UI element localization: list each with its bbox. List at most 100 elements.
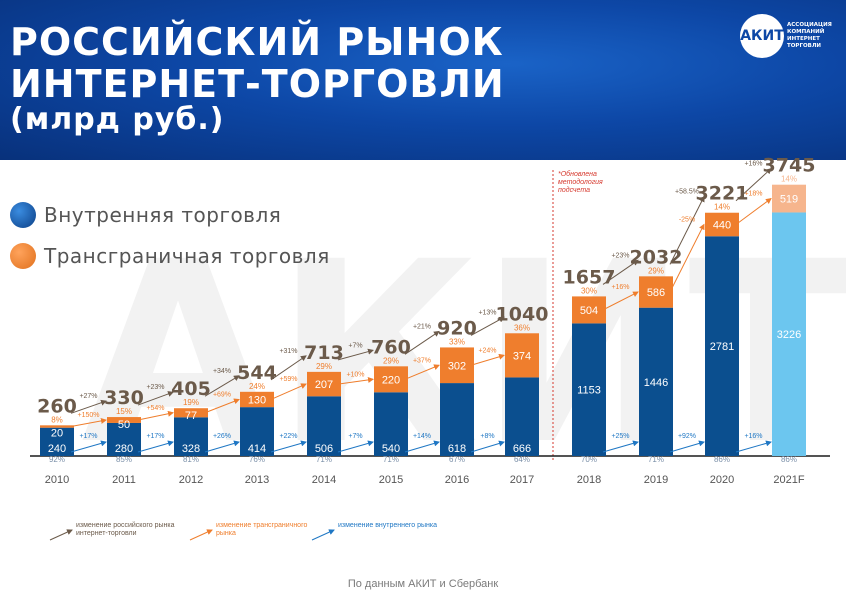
domestic-value-label: 414 bbox=[248, 443, 266, 455]
domestic-value-label: 1153 bbox=[577, 385, 601, 397]
domestic-share-label: 81% bbox=[183, 455, 199, 464]
total-value-label: 760 bbox=[371, 336, 411, 358]
crossborder-growth-arrow bbox=[137, 410, 174, 421]
crossborder-growth-arrow bbox=[470, 353, 505, 366]
category-label: 2011 bbox=[112, 474, 136, 486]
domestic-share-label: 64% bbox=[514, 455, 530, 464]
category-label: 2020 bbox=[710, 474, 734, 486]
bar-crossborder bbox=[374, 366, 408, 393]
crossborder-growth-label: +54% bbox=[146, 405, 164, 412]
total-value-label: 1657 bbox=[563, 266, 616, 288]
domestic-growth-arrow bbox=[337, 440, 374, 453]
total-growth-arrow bbox=[204, 375, 240, 397]
bar-domestic bbox=[174, 417, 208, 456]
crossborder-share-label: 33% bbox=[449, 337, 465, 346]
crossborder-value-label: 586 bbox=[647, 287, 665, 299]
bar-domestic bbox=[705, 236, 739, 456]
crossborder-growth-label: +37% bbox=[413, 357, 431, 364]
crossborder-growth-arrow bbox=[735, 197, 772, 225]
domestic-growth-arrow bbox=[204, 440, 240, 453]
category-label: 2015 bbox=[379, 474, 403, 486]
legend-domestic-change-label: изменение внутреннего рынка bbox=[338, 522, 438, 529]
crossborder-value-label: 504 bbox=[580, 305, 598, 317]
total-value-label: 544 bbox=[237, 362, 277, 384]
crossborder-growth-label: +10% bbox=[346, 371, 364, 378]
crossborder-growth-arrow bbox=[337, 377, 374, 385]
crossborder-growth-label: -25% bbox=[679, 216, 695, 223]
domestic-value-label: 666 bbox=[513, 443, 531, 455]
crossborder-share-label: 36% bbox=[514, 323, 530, 332]
domestic-value-label: 2781 bbox=[710, 341, 734, 353]
total-growth-label: +27% bbox=[79, 393, 97, 400]
total-growth-arrow bbox=[735, 168, 772, 202]
legend-crossborder-change: изменение трансграничного рынка bbox=[190, 522, 316, 538]
category-label: 2021F bbox=[773, 474, 804, 486]
domestic-value-label: 328 bbox=[182, 443, 200, 455]
domestic-value-label: 540 bbox=[382, 443, 400, 455]
bar-crossborder bbox=[240, 391, 274, 408]
bar-domestic bbox=[40, 427, 74, 456]
legend-crossborder-change-label: изменение трансграничного рынка bbox=[216, 522, 308, 537]
domestic-value-label: 618 bbox=[448, 443, 466, 455]
crossborder-growth-label: +16% bbox=[611, 284, 629, 291]
methodology-note: *Обновлена методология подсчета bbox=[558, 171, 603, 194]
crossborder-value-label: 302 bbox=[448, 360, 466, 372]
bar-crossborder bbox=[307, 371, 341, 397]
domestic-share-label: 86% bbox=[781, 455, 797, 464]
source-note: По данным АКИТ и Сбербанк bbox=[347, 578, 499, 590]
domestic-share-label: 67% bbox=[449, 455, 465, 464]
crossborder-growth-arrow bbox=[70, 417, 107, 427]
domestic-growth-label: +7% bbox=[348, 433, 362, 440]
crossborder-share-label: 29% bbox=[316, 362, 332, 371]
domestic-growth-label: +17% bbox=[79, 433, 97, 440]
legend-domestic-dot bbox=[10, 202, 36, 228]
bar-domestic bbox=[505, 377, 539, 456]
bar-domestic bbox=[440, 383, 474, 456]
crossborder-share-label: 19% bbox=[183, 398, 199, 407]
category-label: 2016 bbox=[445, 474, 469, 486]
total-growth-arrow bbox=[270, 355, 307, 381]
bar-crossborder bbox=[40, 425, 74, 428]
crossborder-growth-label: +59% bbox=[279, 376, 297, 383]
total-value-label: 260 bbox=[37, 395, 77, 417]
domestic-growth-arrow bbox=[270, 440, 307, 453]
legend-domestic: Внутренняя торговля bbox=[10, 200, 281, 230]
total-growth-label: +23% bbox=[611, 252, 629, 259]
legend-total-change: изменение российского рынка интернет-тор… bbox=[50, 522, 176, 538]
domestic-growth-label: +16% bbox=[744, 433, 762, 440]
total-value-label: 405 bbox=[171, 378, 211, 400]
domestic-growth-label: +17% bbox=[146, 433, 164, 440]
crossborder-share-label: 24% bbox=[249, 382, 265, 391]
total-value-label: 920 bbox=[437, 317, 477, 339]
legend-total-arrow bbox=[49, 529, 73, 541]
domestic-growth-label: +22% bbox=[279, 433, 297, 440]
domestic-share-label: 71% bbox=[383, 455, 399, 464]
bar-domestic bbox=[374, 392, 408, 456]
page-title-unit: (млрд руб.) bbox=[10, 102, 225, 137]
total-growth-arrow bbox=[669, 195, 705, 265]
domestic-growth-label: +26% bbox=[213, 433, 231, 440]
crossborder-growth-arrow bbox=[602, 291, 639, 311]
total-value-label: 330 bbox=[104, 387, 144, 409]
category-label: 2019 bbox=[644, 474, 668, 486]
bar-domestic bbox=[639, 307, 673, 456]
crossborder-share-label: 14% bbox=[714, 203, 730, 212]
domestic-value-label: 3226 bbox=[777, 329, 801, 341]
crossborder-growth-label: +24% bbox=[478, 347, 496, 354]
bar-crossborder bbox=[705, 212, 739, 237]
bar-crossborder bbox=[572, 296, 606, 324]
header-banner: РОССИЙСКИЙ РЫНОК ИНТЕРНЕТ-ТОРГОВЛИ (млрд… bbox=[0, 0, 846, 160]
crossborder-share-label: 8% bbox=[51, 415, 63, 424]
legend-crossborder-label: Трансграничная торговля bbox=[44, 244, 330, 268]
total-growth-label: +23% bbox=[146, 384, 164, 391]
crossborder-value-label: 50 bbox=[118, 419, 130, 431]
total-growth-label: +58.5% bbox=[675, 189, 699, 196]
logo-subtext: АССОЦИАЦИЯ КОМПАНИЙ ИНТЕРНЕТ ТОРГОВЛИ bbox=[787, 22, 832, 49]
total-growth-label: +31% bbox=[279, 348, 297, 355]
domestic-share-label: 76% bbox=[249, 455, 265, 464]
domestic-growth-arrow bbox=[70, 440, 107, 453]
crossborder-share-label: 29% bbox=[648, 266, 664, 275]
category-label: 2010 bbox=[45, 474, 69, 486]
crossborder-share-label: 14% bbox=[781, 175, 797, 184]
category-label: 2013 bbox=[245, 474, 269, 486]
